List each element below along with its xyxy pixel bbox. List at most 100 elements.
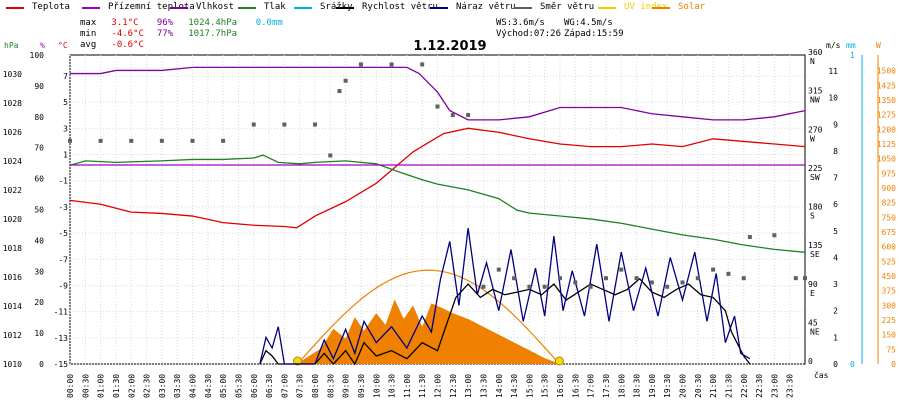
wind-tick-label: 7 xyxy=(833,174,838,183)
wind-direction-dot xyxy=(68,138,72,143)
wind-direction-dot xyxy=(803,276,807,281)
min-press: 1017.7hPa xyxy=(188,29,238,39)
wind-direction-dot xyxy=(251,122,256,127)
solar-tick-label: 150 xyxy=(882,331,897,340)
temperature-tick-label: -7 xyxy=(58,255,68,264)
pressure-tick-label: 1014 xyxy=(3,302,22,311)
wind-direction-dot xyxy=(450,113,455,118)
min-temp: -4.6°C xyxy=(111,29,144,39)
solar-tick-label: 1125 xyxy=(877,140,896,149)
x-tick-label: 12:00 xyxy=(434,374,443,398)
x-tick-label: 03:30 xyxy=(173,374,182,398)
legend-swatch xyxy=(336,7,354,9)
direction-tick-label: NE xyxy=(810,327,820,336)
wind-direction-dot xyxy=(793,276,798,281)
x-tick-label: 22:00 xyxy=(740,374,749,398)
wind-direction-dot xyxy=(420,62,425,67)
wind-tick-label: 10 xyxy=(828,94,838,103)
direction-tick-label: N xyxy=(810,57,815,66)
x-tick-label: 07:00 xyxy=(280,374,289,398)
solar-tick-label: 675 xyxy=(882,228,897,237)
direction-tick-label: 90 xyxy=(808,280,818,289)
wind-direction-dot xyxy=(665,284,670,289)
direction-tick-label: 360 xyxy=(808,48,823,57)
sunrise-time: Východ:07:26 xyxy=(496,29,562,39)
pressure-tick-label: 1010 xyxy=(3,360,22,369)
direction-tick-label: NW xyxy=(810,96,820,105)
x-tick-label: 15:30 xyxy=(541,374,550,398)
humidity-tick-label: 40 xyxy=(34,236,44,245)
wind-direction-dot xyxy=(573,280,578,285)
x-tick-label: 10:00 xyxy=(372,374,381,398)
x-tick-label: 21:30 xyxy=(724,374,733,398)
wind-direction-dot xyxy=(747,234,752,239)
rain-tick-label: 1 xyxy=(850,51,855,60)
x-tick-label: 10:30 xyxy=(388,374,397,398)
max-press: 1024.4hPa xyxy=(188,18,238,28)
solar-tick-label: 1050 xyxy=(877,155,896,164)
humidity-tick-label: 10 xyxy=(34,329,44,338)
min-hum: 77% xyxy=(156,29,174,39)
x-tick-label: 06:00 xyxy=(250,374,259,398)
wind-tick-label: 9 xyxy=(833,120,838,129)
temperature-tick-label: -3 xyxy=(58,203,68,212)
temperature-tick-label: 3 xyxy=(63,124,68,133)
legend-label: Přízemní teplota xyxy=(108,2,195,12)
legend-swatch xyxy=(238,7,256,9)
legend-swatch xyxy=(598,7,616,9)
humidity-tick-label: 60 xyxy=(34,175,44,184)
x-tick-label: 17:30 xyxy=(602,374,611,398)
wind-direction-dot xyxy=(435,104,440,109)
x-tick-label: 00:00 xyxy=(66,374,75,398)
x-tick-label: 20:00 xyxy=(679,374,688,398)
humidity-tick-label: 20 xyxy=(34,298,44,307)
wind-direction-dot xyxy=(129,138,134,143)
wind-direction-dot xyxy=(527,284,532,289)
sun-marker xyxy=(554,356,564,366)
x-tick-label: 19:30 xyxy=(663,374,672,398)
x-tick-label: 11:00 xyxy=(403,374,412,398)
legend-label: Náraz větru xyxy=(456,2,516,12)
pressure-tick-label: 1028 xyxy=(3,99,22,108)
humidity-axis-label: % xyxy=(40,41,45,50)
x-tick-label: 20:30 xyxy=(694,374,703,398)
wind-direction-dot xyxy=(695,276,700,281)
legend-swatch xyxy=(514,7,532,9)
wind-direction-dot xyxy=(466,113,471,118)
direction-tick-label: E xyxy=(810,289,815,298)
sun-curve xyxy=(297,269,560,365)
temperature-tick-label: -11 xyxy=(54,308,69,317)
series-vlhkost xyxy=(70,66,806,121)
humidity-tick-label: 50 xyxy=(34,206,44,215)
legend-swatch xyxy=(294,7,312,9)
direction-tick-label: 225 xyxy=(808,164,823,173)
x-tick-label: 18:00 xyxy=(617,374,626,398)
wind-direction-dot xyxy=(221,138,226,143)
legend-swatch xyxy=(170,7,188,9)
wind-direction-dot xyxy=(680,280,685,285)
x-tick-label: 03:00 xyxy=(158,374,167,398)
x-tick-label: 04:00 xyxy=(189,374,198,398)
temperature-tick-label: 5 xyxy=(63,98,68,107)
avg-label: avg xyxy=(80,40,97,50)
x-tick-label: 09:00 xyxy=(342,374,351,398)
x-tick-label: 05:30 xyxy=(234,374,243,398)
wind-direction-dot xyxy=(619,267,624,272)
direction-tick-label: 45 xyxy=(808,318,818,327)
pressure-tick-label: 1024 xyxy=(3,157,22,166)
max-hum: 96% xyxy=(156,18,174,28)
legend-swatch xyxy=(430,7,448,9)
wind-direction-dot xyxy=(741,276,746,281)
x-tick-label: 22:30 xyxy=(755,374,764,398)
series-teplota xyxy=(69,127,806,229)
pressure-tick-label: 1018 xyxy=(3,244,22,253)
wind-direction-dot xyxy=(496,267,501,272)
humidity-tick-label: 90 xyxy=(34,82,44,91)
temperature-tick-label: -13 xyxy=(54,334,69,343)
legend-label: Tlak xyxy=(264,2,286,12)
legend-swatch xyxy=(6,7,24,9)
legend-label: Rychlost větru xyxy=(362,2,438,12)
series-n-raz-v-tru xyxy=(259,228,751,365)
